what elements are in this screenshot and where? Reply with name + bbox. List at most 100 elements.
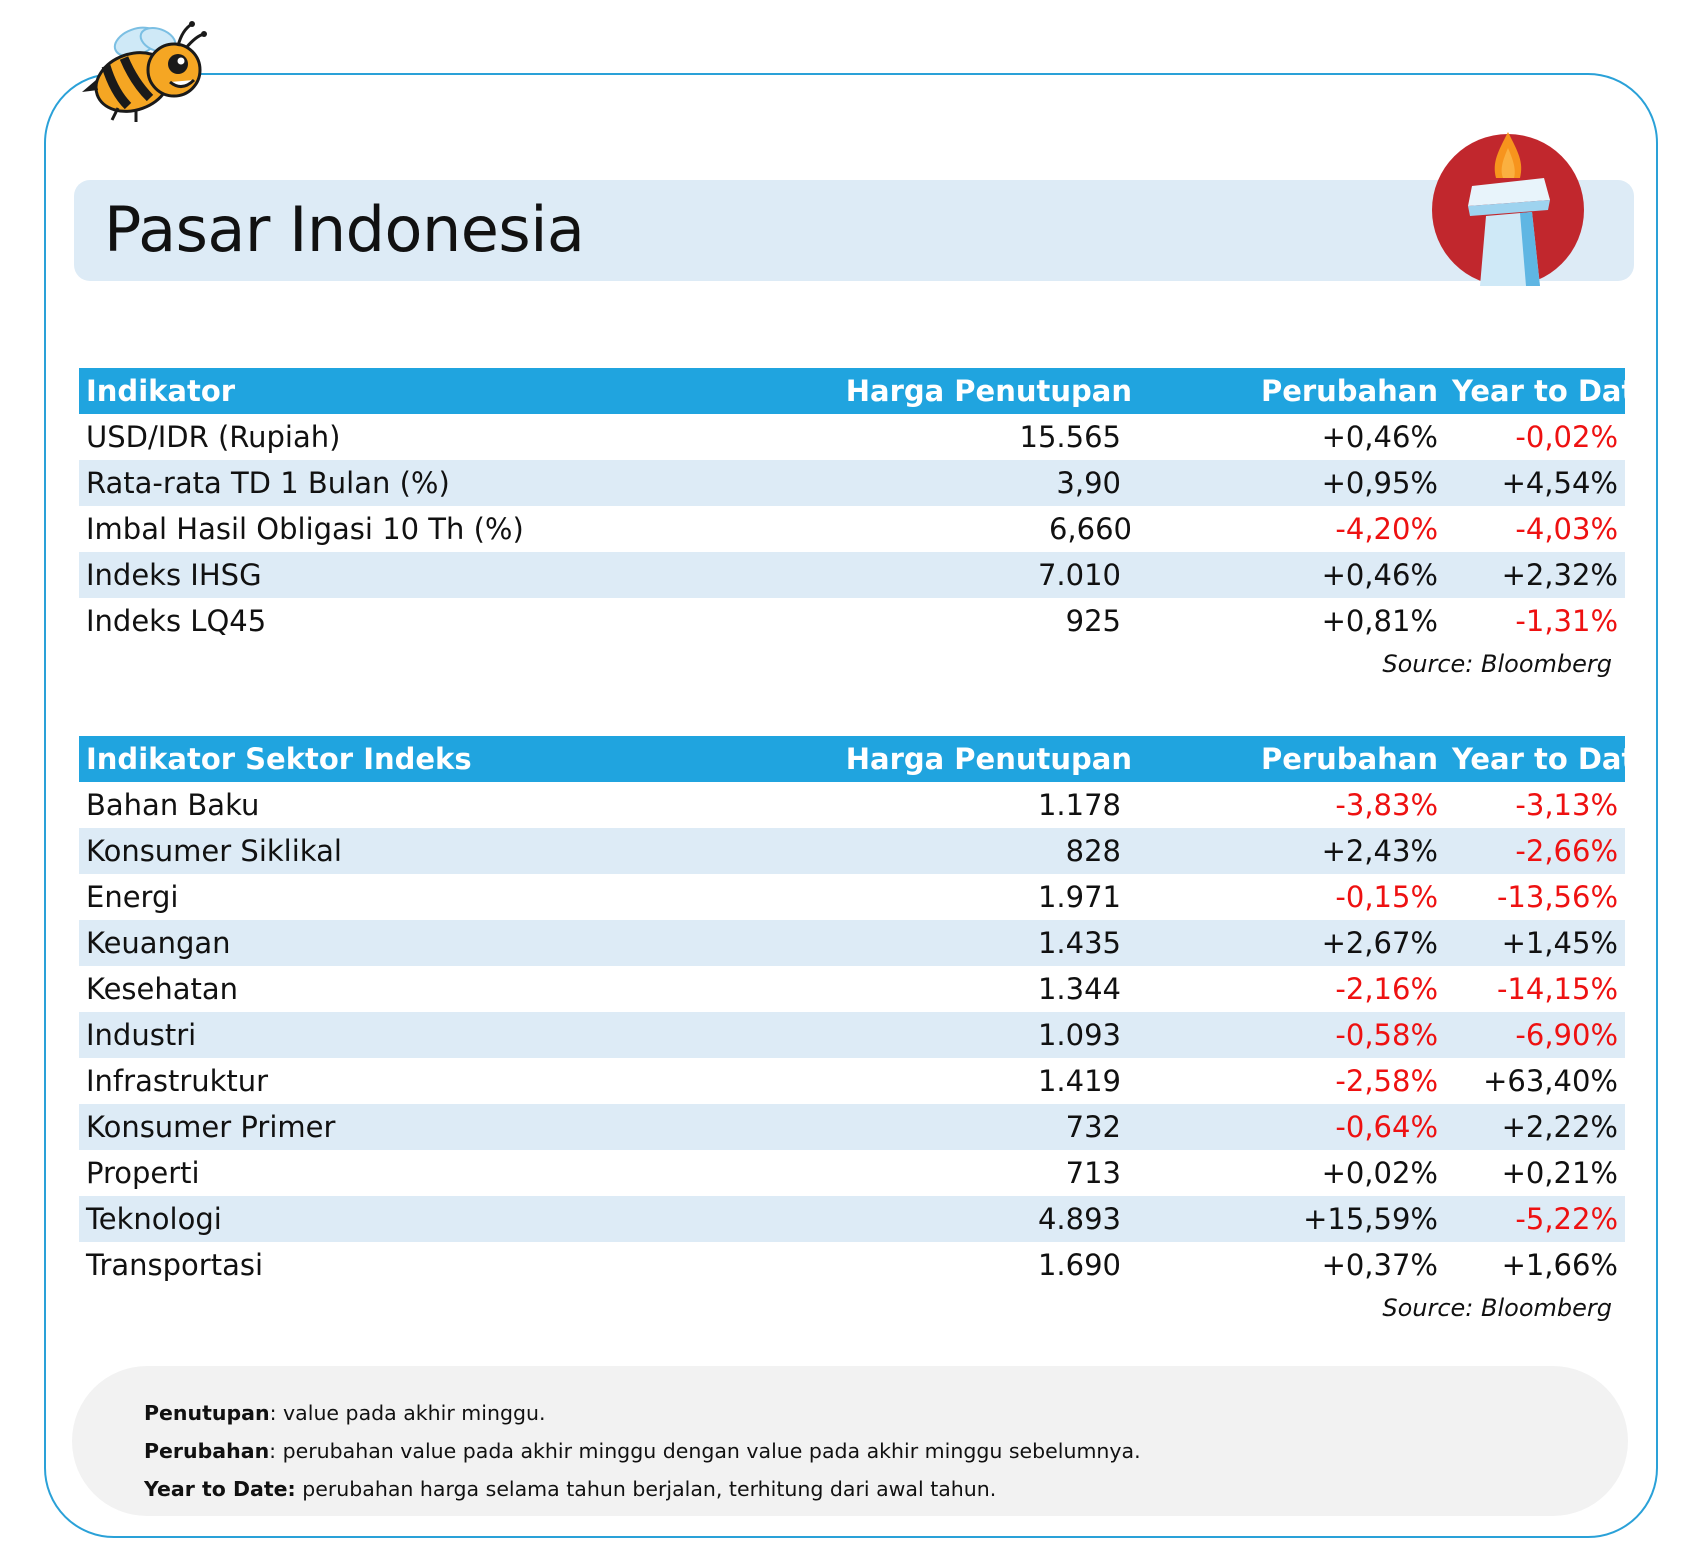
cell-sector: Properti <box>86 1156 200 1190</box>
cell-closing-price: 7.010 <box>659 552 1139 598</box>
cell-ytd: +2,22% <box>1445 1104 1625 1150</box>
cell-ytd: -13,56% <box>1496 880 1618 914</box>
cell-closing-price: 1.419 <box>1037 1064 1121 1098</box>
cell-closing-price: 713 <box>1065 1156 1121 1190</box>
table-row: Indeks IHSG 7.010 +0,46% +2,32% <box>79 552 1625 598</box>
cell-change: +2,43% <box>1139 828 1445 874</box>
cell-sector: Teknologi <box>79 1196 659 1242</box>
cell-ytd: -5,22% <box>1445 1196 1625 1242</box>
cell-ytd: -3,13% <box>1515 788 1618 822</box>
cell-change: +0,46% <box>1139 552 1445 598</box>
cell-change: +0,37% <box>1321 1248 1438 1282</box>
source-note-1: Source: Bloomberg <box>1382 650 1612 678</box>
cell-ytd: -6,90% <box>1445 1012 1625 1058</box>
header-indikator: Indikator <box>79 368 659 414</box>
table-row: Transportasi 1.690 +0,37% +1,66% <box>79 1242 1625 1288</box>
table-row: Properti 713 +0,02% +0,21% <box>79 1150 1625 1196</box>
cell-change: +0,95% <box>1139 460 1445 506</box>
card-frame <box>44 73 1658 1538</box>
table-row: Rata-rata TD 1 Bulan (%) 3,90 +0,95% +4,… <box>79 460 1625 506</box>
note-year-to-date: Year to Date: perubahan harga selama tah… <box>144 1470 1628 1508</box>
cell-ytd: -14,15% <box>1496 972 1618 1006</box>
cell-closing-price: 4.893 <box>659 1196 1139 1242</box>
note-text: perubahan harga selama tahun berjalan, t… <box>295 1477 997 1501</box>
table-row: Keuangan 1.435 +2,67% +1,45% <box>79 920 1625 966</box>
cell-closing-price: 1.093 <box>659 1012 1139 1058</box>
cell-sector: Bahan Baku <box>86 788 260 822</box>
table-row: Teknologi 4.893 +15,59% -5,22% <box>79 1196 1625 1242</box>
market-indicators-table: Indikator Harga Penutupan Perubahan Year… <box>79 368 1655 644</box>
cell-closing-price: 15.565 <box>1019 420 1121 454</box>
table-row: Indeks LQ45 925 +0,81% -1,31% <box>79 598 1625 644</box>
source-note-2: Source: Bloomberg <box>1382 1294 1612 1322</box>
cell-change: -0,64% <box>1139 1104 1445 1150</box>
cell-closing-price: 1.178 <box>1037 788 1121 822</box>
table-header-row: Indikator Sektor Indeks Harga Penutupan … <box>79 736 1655 782</box>
note-penutupan: Penutupan: value pada akhir minggu. <box>144 1394 1628 1432</box>
header-year-to-date: Year to Date <box>1445 736 1655 782</box>
header-perubahan: Perubahan <box>1139 368 1445 414</box>
cell-closing-price: 732 <box>659 1104 1139 1150</box>
note-text: : perubahan value pada akhir minggu deng… <box>269 1439 1141 1463</box>
header-harga-penutupan: Harga Penutupan <box>659 368 1139 414</box>
cell-change: -3,83% <box>1335 788 1438 822</box>
cell-change: +0,02% <box>1321 1156 1438 1190</box>
cell-indicator: USD/IDR (Rupiah) <box>86 420 341 454</box>
cell-indicator: Indeks IHSG <box>79 552 659 598</box>
cell-indicator: Indeks LQ45 <box>86 604 267 638</box>
note-term: Penutupan <box>144 1401 270 1425</box>
sector-index-table: Indikator Sektor Indeks Harga Penutupan … <box>79 736 1655 1288</box>
cell-ytd: +4,54% <box>1445 460 1625 506</box>
cell-sector: Industri <box>79 1012 659 1058</box>
cell-change: +15,59% <box>1139 1196 1445 1242</box>
table-row: Konsumer Siklikal 828 +2,43% -2,66% <box>79 828 1625 874</box>
cell-indicator: Rata-rata TD 1 Bulan (%) <box>79 460 659 506</box>
title-bar: Pasar Indonesia <box>74 180 1634 281</box>
table-header-row: Indikator Harga Penutupan Perubahan Year… <box>79 368 1655 414</box>
cell-closing-price: 6,660 <box>1048 512 1132 546</box>
note-text: : value pada akhir minggu. <box>269 1401 546 1425</box>
cell-ytd: +1,45% <box>1445 920 1625 966</box>
cell-sector: Keuangan <box>79 920 659 966</box>
cell-change: -2,58% <box>1335 1064 1438 1098</box>
cell-closing-price: 1.435 <box>659 920 1139 966</box>
cell-sector: Infrastruktur <box>86 1064 269 1098</box>
page-title: Pasar Indonesia <box>104 193 585 266</box>
header-harga-penutupan: Harga Penutupan <box>659 736 1139 782</box>
header-indikator-sektor: Indikator Sektor Indeks <box>79 736 659 782</box>
cell-change: +0,46% <box>1321 420 1438 454</box>
table-row: Kesehatan 1.344 -2,16% -14,15% <box>79 966 1625 1012</box>
cell-closing-price: 1.690 <box>1037 1248 1121 1282</box>
monas-monument-icon <box>1432 132 1584 286</box>
cell-ytd: -1,31% <box>1515 604 1618 638</box>
table-row: USD/IDR (Rupiah) 15.565 +0,46% -0,02% <box>79 414 1625 460</box>
definitions-box: Penutupan: value pada akhir minggu. Peru… <box>72 1366 1628 1516</box>
note-term: Year to Date: <box>144 1477 296 1501</box>
cell-indicator: Imbal Hasil Obligasi 10 Th (%) <box>86 512 524 546</box>
cell-change: -2,16% <box>1335 972 1438 1006</box>
cell-ytd: -4,03% <box>1515 512 1618 546</box>
table-row: Energi 1.971 -0,15% -13,56% <box>79 874 1625 920</box>
header-year-to-date: Year to Date <box>1445 368 1655 414</box>
cell-change: +0,81% <box>1321 604 1438 638</box>
cell-sector: Transportasi <box>86 1248 264 1282</box>
cell-ytd: -2,66% <box>1445 828 1625 874</box>
cell-ytd: +2,32% <box>1445 552 1625 598</box>
cell-change: -0,58% <box>1139 1012 1445 1058</box>
cell-closing-price: 1.971 <box>1037 880 1121 914</box>
cell-ytd: +63,40% <box>1483 1064 1618 1098</box>
bee-mascot-icon <box>82 21 207 122</box>
note-term: Perubahan <box>144 1439 270 1463</box>
cell-sector: Konsumer Siklikal <box>79 828 659 874</box>
cell-change: -4,20% <box>1335 512 1438 546</box>
cell-ytd: -0,02% <box>1515 420 1618 454</box>
cell-sector: Konsumer Primer <box>79 1104 659 1150</box>
cell-sector: Energi <box>86 880 179 914</box>
table-row: Bahan Baku 1.178 -3,83% -3,13% <box>79 782 1625 828</box>
cell-closing-price: 925 <box>1065 604 1121 638</box>
table-row: Industri 1.093 -0,58% -6,90% <box>79 1012 1625 1058</box>
cell-closing-price: 1.344 <box>1037 972 1121 1006</box>
note-perubahan: Perubahan: perubahan value pada akhir mi… <box>144 1432 1628 1470</box>
cell-ytd: +1,66% <box>1501 1248 1618 1282</box>
header-perubahan: Perubahan <box>1139 736 1445 782</box>
